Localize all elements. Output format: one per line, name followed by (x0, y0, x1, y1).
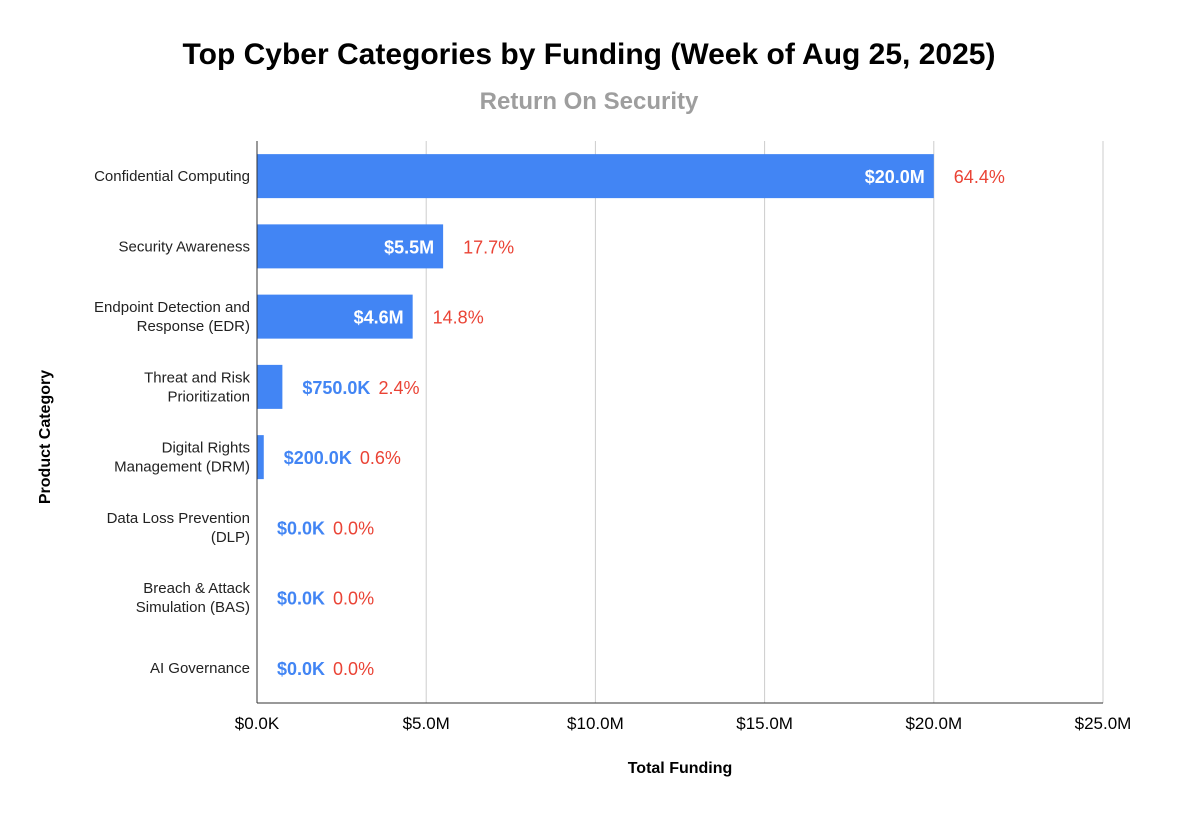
category-label: Digital Rights (162, 440, 250, 457)
bar (257, 435, 264, 480)
data-label: $5.5M (384, 237, 434, 257)
x-tick-label: $15.0M (736, 714, 793, 733)
bar (257, 154, 934, 199)
percent-label: 14.8% (433, 308, 484, 328)
category-label: Management (DRM) (114, 459, 250, 476)
percent-label: 0.0% (333, 589, 374, 609)
chart-subtitle: Return On Security (479, 88, 699, 115)
x-tick-label: $5.0M (403, 714, 450, 733)
percent-label: 0.0% (333, 659, 374, 679)
bar (257, 364, 283, 409)
data-label: $0.0K (277, 518, 325, 538)
data-label: $0.0K (277, 659, 325, 679)
chart-title: Top Cyber Categories by Funding (Week of… (182, 38, 996, 71)
category-label: Response (EDR) (137, 318, 250, 335)
data-label: $20.0M (865, 167, 925, 187)
percent-label: 0.0% (333, 518, 374, 538)
y-axis-title: Product Category (37, 370, 54, 504)
percent-label: 64.4% (954, 167, 1005, 187)
percent-label: 0.6% (360, 448, 401, 468)
data-label: $200.0K (284, 448, 352, 468)
x-axis-title: Total Funding (628, 760, 733, 777)
category-label: AI Governance (150, 660, 250, 677)
category-label: Confidential Computing (94, 168, 250, 185)
bar (257, 224, 444, 269)
category-label: Prioritization (167, 388, 250, 405)
category-label: Breach & Attack (143, 580, 250, 597)
percent-label: 2.4% (378, 378, 419, 398)
category-label: Threat and Risk (144, 369, 250, 386)
category-label: Simulation (BAS) (136, 599, 250, 616)
x-tick-label: $25.0M (1075, 714, 1132, 733)
data-label: $750.0K (302, 378, 370, 398)
category-label: Endpoint Detection and (94, 299, 250, 316)
bar (257, 294, 413, 339)
data-label: $4.6M (354, 308, 404, 328)
category-label: (DLP) (211, 529, 250, 546)
category-label: Data Loss Prevention (107, 510, 250, 527)
percent-label: 17.7% (463, 237, 514, 257)
x-tick-label: $20.0M (905, 714, 962, 733)
x-tick-label: $10.0M (567, 714, 624, 733)
data-label: $0.0K (277, 589, 325, 609)
x-tick-label: $0.0K (235, 714, 280, 733)
category-label: Security Awareness (119, 238, 250, 255)
